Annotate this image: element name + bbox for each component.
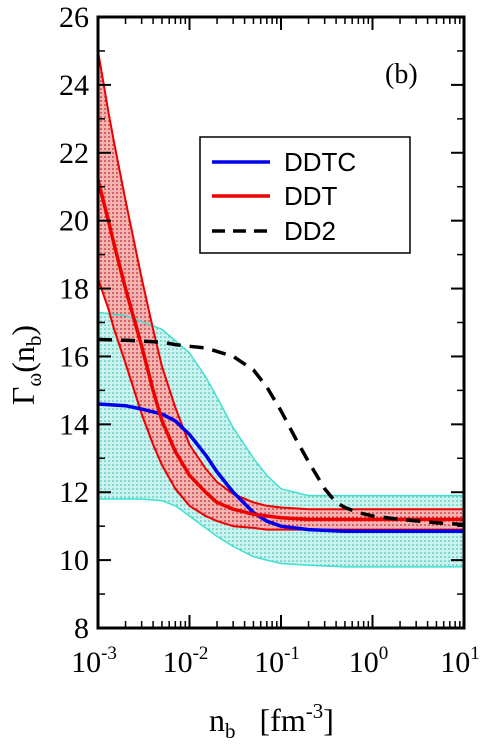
- ddtc-upper-bound-line: [98, 311, 464, 497]
- legend-label-ddtc: DDTC: [284, 147, 356, 177]
- panel-label: (b): [385, 59, 418, 90]
- y-axis-title: Γω(nb): [5, 325, 46, 405]
- y-tick-label: 8: [74, 612, 89, 645]
- x-axis-title: nb [fm-3]: [209, 699, 334, 743]
- y-tick-label: 10: [59, 544, 89, 577]
- y-tick-label: 18: [59, 273, 89, 306]
- legend: DDTC DDT DD2: [199, 136, 411, 254]
- x-tick-label: 10-1: [254, 643, 300, 679]
- ddtc-line: [98, 402, 464, 534]
- y-tick-label: 12: [59, 476, 89, 509]
- y-tick-label: 26: [59, 1, 89, 34]
- ddt-line: [98, 179, 464, 522]
- x-tick-label: 101: [440, 643, 480, 679]
- y-tick-label: 20: [59, 205, 89, 238]
- x-tick-label: 10-2: [163, 643, 209, 679]
- x-tick-label: 100: [349, 643, 389, 679]
- y-tick-label: 16: [59, 340, 89, 373]
- x-tick-labels: 10-3 10-2 10-1 100 101: [71, 643, 480, 679]
- axis-ticks: [97, 16, 465, 629]
- ddtc-lower-bound-line: [98, 498, 464, 568]
- legend-label-dd2: DD2: [284, 216, 336, 246]
- y-tick-label: 24: [59, 69, 89, 102]
- y-tick-label: 22: [59, 137, 89, 170]
- ddt-upper-bound-line: [98, 50, 464, 511]
- dd2-line: [98, 337, 464, 527]
- y-tick-labels: 8 10 12 14 16 18 20 22 24 26: [59, 1, 89, 645]
- uncertainty-bands: [98, 50, 464, 567]
- series-lines: [98, 50, 464, 568]
- legend-label-ddt: DDT: [284, 181, 338, 211]
- y-tick-label: 14: [59, 408, 89, 441]
- x-tick-label: 10-3: [71, 643, 117, 679]
